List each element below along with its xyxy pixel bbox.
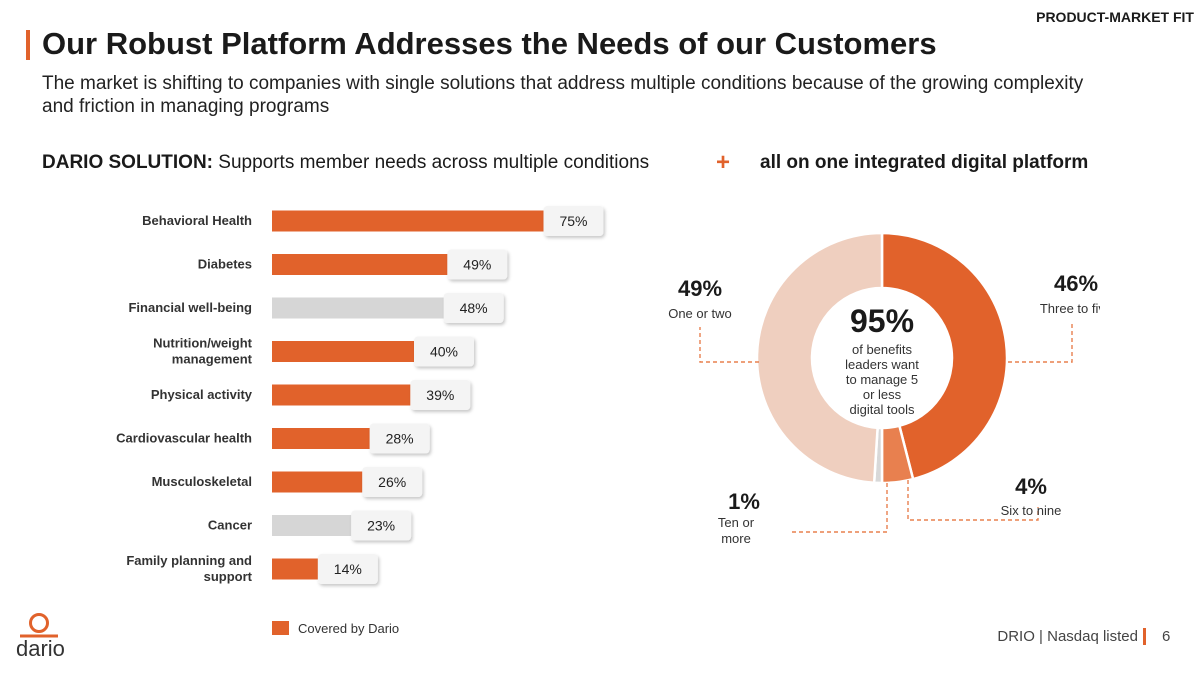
bar-category-label: support [204, 569, 253, 584]
bar-value-callout [414, 336, 474, 367]
bar-value-label: 49% [463, 257, 491, 273]
bar [272, 210, 550, 232]
donut-slice [880, 231, 1009, 481]
bar-value-label: 75% [559, 213, 587, 229]
donut-center-text: digital tools [849, 402, 915, 417]
bar-row: Diabetes 49% [198, 249, 508, 280]
donut-center-text: of benefits [852, 342, 912, 357]
solution-statement: DARIO SOLUTION: Supports member needs ac… [42, 152, 649, 174]
page-subtitle: The market is shifting to companies with… [42, 73, 1084, 117]
section-tag: PRODUCT-MARKET FIT [1036, 9, 1194, 25]
donut-slice-value: 46% [1054, 271, 1098, 296]
bar-row: Behavioral Health 75% [142, 206, 604, 236]
bar-row: Financial well-being 48% [128, 293, 504, 323]
bar [272, 384, 417, 406]
bar-value-label: 48% [460, 300, 488, 316]
title-accent-bar [26, 30, 30, 60]
page-title: Our Robust Platform Addresses the Needs … [42, 26, 937, 61]
bar [272, 428, 376, 449]
donut-slice [755, 231, 884, 485]
legend-label: Covered by Dario [298, 621, 399, 636]
bar [272, 471, 369, 493]
bar-value-callout [362, 467, 423, 497]
callout-leader-line [790, 483, 888, 533]
donut-slice-label: Three to five [1040, 301, 1100, 316]
bar [272, 558, 324, 580]
donut-center-text: leaders want [845, 357, 919, 372]
donut-slice-label: One or two [668, 306, 732, 321]
bar-row: Cardiovascular health 28% [116, 423, 430, 454]
bar-row: Musculoskeletal 26% [152, 467, 423, 497]
plus-icon: + [716, 149, 731, 176]
bar-category-label: Behavioral Health [142, 213, 252, 228]
bar-value-callout [351, 510, 412, 541]
conditions-bar-chart: Behavioral Health 75% Diabetes 49% Financial… [116, 206, 604, 636]
bar-category-label: Cancer [208, 518, 252, 533]
bar-value-label: 40% [430, 344, 458, 360]
donut-center-value: 95% [850, 303, 914, 339]
bar-category-label: Musculoskeletal [152, 474, 252, 489]
bar-value-callout [369, 423, 430, 454]
donut-slice-label: Ten or [718, 515, 755, 530]
donut-slice-label: Six to nine [1001, 503, 1062, 518]
donut-slice-value: 4% [1015, 474, 1047, 499]
footer-divider [1143, 628, 1146, 645]
donut-slice-value: 1% [728, 489, 760, 514]
solution-platform-text: all on one integrated digital platform [760, 152, 1089, 173]
bar-category-label: Diabetes [198, 257, 252, 272]
donut-center-text: to manage 5 [846, 372, 918, 387]
bar-value-label: 14% [334, 561, 362, 577]
bar-value-callout [317, 554, 378, 584]
bar-category-label: Cardiovascular health [116, 431, 252, 446]
callout-leader-line [1008, 323, 1073, 363]
dario-logo-text: dario [16, 636, 65, 661]
footer-ticker: DRIO | Nasdaq listed [997, 628, 1138, 645]
bar [272, 297, 450, 319]
bar-category-label: Nutrition/weight [153, 336, 253, 351]
bar-value-callout [443, 293, 504, 323]
bar-category-label: Family planning and [126, 553, 252, 568]
bar-category-label: Financial well-being [128, 300, 252, 315]
bar [272, 515, 358, 536]
legend-swatch [272, 621, 289, 635]
donut-center-text: or less [863, 387, 902, 402]
solution-label: DARIO SOLUTION: [42, 152, 213, 173]
bar-category-label: management [172, 352, 253, 367]
bar-value-callout [447, 249, 508, 280]
bar-value-callout [410, 380, 471, 410]
callout-leader-line [699, 327, 759, 363]
bar-value-label: 26% [378, 474, 406, 490]
bar-category-label: Physical activity [151, 387, 253, 402]
bar-row: Cancer 23% [208, 510, 412, 541]
dario-logo-icon [20, 613, 58, 638]
bar-value-label: 23% [367, 518, 395, 534]
donut-slice-label: more [721, 531, 751, 546]
solution-text: Supports member needs across multiple co… [218, 152, 650, 173]
donut-slice-value: 49% [678, 276, 722, 301]
callout-leader-line [907, 480, 1039, 521]
bar [272, 341, 420, 362]
bar-value-callout [543, 206, 604, 236]
bar-value-label: 39% [426, 387, 454, 403]
page-number: 6 [1162, 628, 1171, 645]
bar-row: Physical activity 39% [151, 380, 471, 410]
bar-value-label: 28% [386, 431, 414, 447]
bar [272, 254, 454, 275]
